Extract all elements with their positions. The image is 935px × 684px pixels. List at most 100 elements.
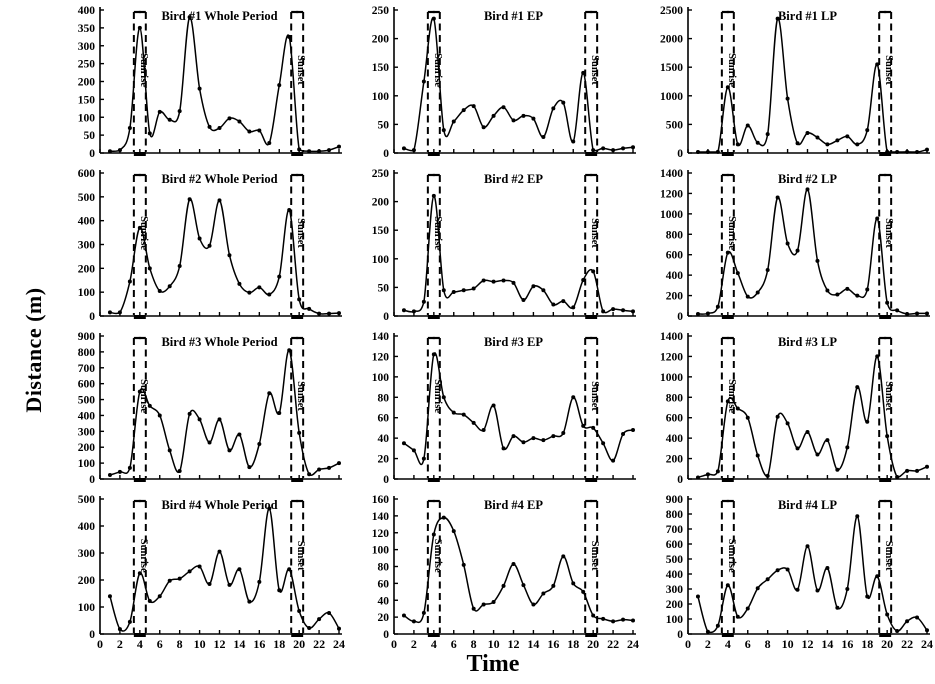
svg-text:8: 8: [471, 637, 477, 651]
svg-text:50: 50: [378, 119, 390, 131]
svg-text:0: 0: [383, 148, 389, 160]
svg-text:0: 0: [89, 474, 95, 486]
svg-text:0: 0: [677, 474, 683, 486]
svg-text:1400: 1400: [660, 331, 683, 343]
svg-text:600: 600: [78, 379, 96, 391]
svg-text:250: 250: [372, 168, 390, 180]
svg-text:400: 400: [78, 410, 96, 422]
data-line: [697, 515, 928, 634]
svg-text:1500: 1500: [660, 62, 683, 74]
svg-text:0: 0: [89, 311, 95, 323]
svg-text:500: 500: [666, 554, 684, 566]
svg-text:2: 2: [705, 637, 711, 651]
svg-text:140: 140: [372, 511, 390, 523]
chart-title: Bird #2 LP: [778, 172, 837, 186]
chart-title: Bird #3 EP: [484, 335, 543, 349]
svg-text:100: 100: [78, 458, 96, 470]
svg-text:200: 200: [372, 34, 390, 46]
svg-text:150: 150: [372, 62, 390, 74]
svg-text:100: 100: [372, 545, 390, 557]
svg-text:300: 300: [78, 548, 96, 560]
svg-text:500: 500: [78, 494, 96, 506]
sunset-label: Sunset: [589, 55, 600, 85]
svg-text:120: 120: [372, 528, 390, 540]
svg-text:0: 0: [677, 629, 683, 641]
svg-text:6: 6: [157, 637, 163, 651]
chart-bird3-lp: 0 200 400 600 800 1000 1200 1400 Bird #3 LP Sunri…: [660, 331, 930, 486]
chart-title: Bird #4 Whole Period: [161, 498, 277, 512]
chart-bird1-ep: 0 50 100 150 200 250 Bird #1 EP Sunrise Sunset: [372, 5, 636, 160]
svg-text:200: 200: [666, 291, 684, 303]
svg-text:20: 20: [587, 637, 599, 651]
svg-text:0: 0: [89, 148, 95, 160]
svg-text:800: 800: [78, 347, 96, 359]
chart-title: Bird #2 EP: [484, 172, 543, 186]
svg-text:20: 20: [881, 637, 893, 651]
chart-title: Bird #1 EP: [484, 9, 543, 23]
svg-text:24: 24: [921, 637, 933, 651]
chart-grid: 0 50 100 150 200 250 300 350 400 Bird #1 Whole Pe…: [52, 0, 934, 657]
svg-text:2: 2: [117, 637, 123, 651]
svg-text:2: 2: [411, 637, 417, 651]
data-line: [697, 355, 928, 479]
svg-text:0: 0: [677, 148, 683, 160]
svg-text:20: 20: [293, 637, 305, 651]
svg-text:250: 250: [78, 59, 96, 71]
svg-text:200: 200: [372, 197, 390, 209]
svg-text:18: 18: [861, 637, 873, 651]
svg-text:200: 200: [666, 454, 684, 466]
svg-text:18: 18: [567, 637, 579, 651]
svg-text:8: 8: [177, 637, 183, 651]
sunrise-label: Sunrise: [138, 379, 149, 413]
svg-text:2500: 2500: [660, 5, 683, 17]
svg-text:0: 0: [89, 629, 95, 641]
chart-bird2-ep: 0 50 100 150 200 250 Bird #2 EP Sunrise Sunset: [372, 168, 636, 323]
sunrise-label: Sunrise: [726, 539, 737, 573]
chart-bird3-ep: 0 20 40 60 80 100 120 140 Bird #3 EP Sunrise Sunse…: [372, 331, 636, 486]
svg-text:800: 800: [666, 392, 684, 404]
svg-text:500: 500: [78, 192, 96, 204]
svg-text:0: 0: [383, 474, 389, 486]
svg-text:4: 4: [725, 637, 731, 651]
svg-text:80: 80: [378, 392, 390, 404]
chart-title: Bird #4 LP: [778, 498, 837, 512]
chart-title: Bird #1 Whole Period: [161, 9, 277, 23]
svg-text:16: 16: [253, 637, 265, 651]
svg-text:700: 700: [78, 363, 96, 375]
svg-text:100: 100: [78, 287, 96, 299]
svg-text:4: 4: [431, 637, 437, 651]
sunrise-label: Sunrise: [432, 53, 443, 87]
x-axis-label: Time: [466, 651, 520, 677]
svg-text:100: 100: [372, 254, 390, 266]
svg-text:200: 200: [78, 575, 96, 587]
svg-text:0: 0: [677, 311, 683, 323]
svg-text:40: 40: [378, 595, 390, 607]
svg-text:600: 600: [666, 539, 684, 551]
svg-text:40: 40: [378, 433, 390, 445]
svg-text:0: 0: [391, 637, 397, 651]
svg-text:600: 600: [78, 168, 96, 180]
chart-title: Bird #3 LP: [778, 335, 837, 349]
svg-text:80: 80: [378, 562, 390, 574]
svg-text:200: 200: [666, 599, 684, 611]
svg-text:50: 50: [84, 130, 96, 142]
chart-title: Bird #2 Whole Period: [161, 172, 277, 186]
svg-text:100: 100: [78, 602, 96, 614]
svg-text:300: 300: [78, 426, 96, 438]
chart-bird3-whole-period: 0 100 200 300 400 500 600 700 800 900 Bird #3 Whol…: [78, 331, 342, 486]
svg-text:140: 140: [372, 331, 390, 343]
chart-bird1-lp: 0 500 1000 1500 2000 2500 Bird #1 LP Sunrise Sun…: [660, 5, 930, 160]
sunset-label: Sunset: [883, 218, 894, 248]
svg-text:300: 300: [78, 41, 96, 53]
svg-text:600: 600: [666, 413, 684, 425]
svg-text:22: 22: [901, 637, 913, 651]
sunset-label: Sunset: [883, 541, 894, 571]
svg-text:2000: 2000: [660, 34, 683, 46]
svg-text:6: 6: [745, 637, 751, 651]
svg-text:0: 0: [383, 629, 389, 641]
sunset-label: Sunset: [295, 381, 306, 411]
sunrise-label: Sunrise: [432, 216, 443, 250]
